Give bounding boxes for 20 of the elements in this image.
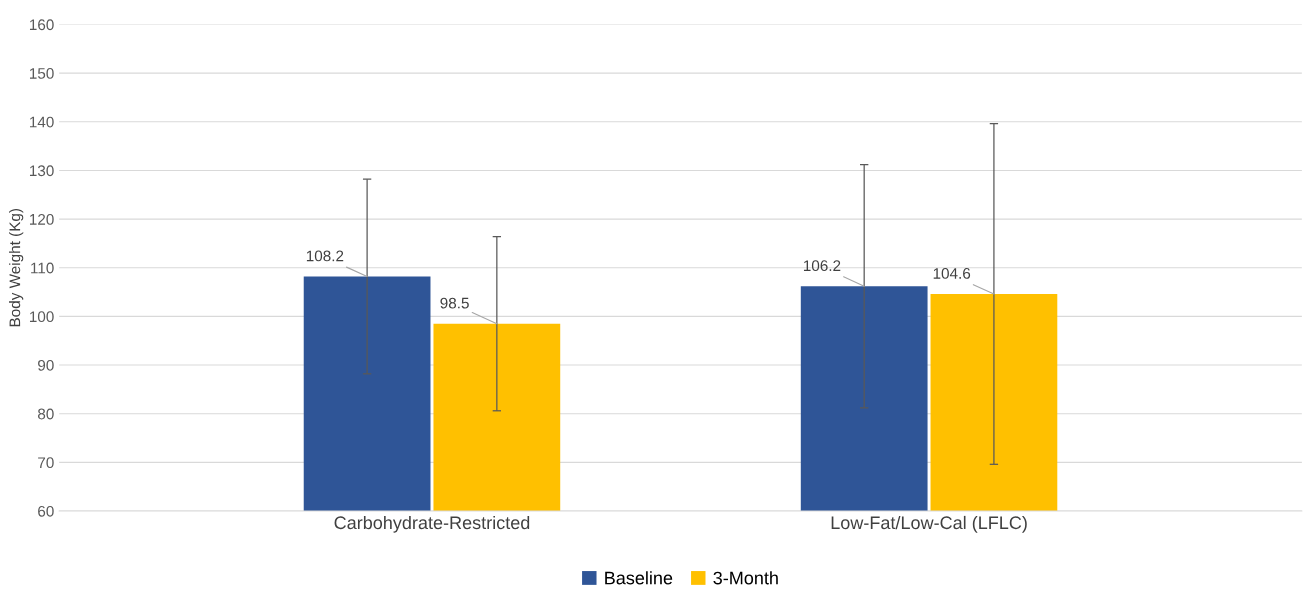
y-tick-label: 150	[29, 68, 54, 79]
y-tick-label: 90	[38, 359, 54, 371]
data-label: 106.2	[803, 260, 841, 272]
y-tick-label: 130	[29, 165, 54, 177]
y-tick-label: 80	[37, 408, 54, 420]
y-tick-label: 60	[38, 505, 54, 517]
data-label: 104.6	[933, 268, 971, 279]
y-tick-label: 110	[31, 262, 54, 274]
x-tick-label: Carbohydrate-Restricted	[334, 515, 530, 533]
legend-label: 3-Month	[713, 571, 778, 585]
y-tick-label: 160	[29, 19, 54, 31]
y-tick-label: 70	[38, 457, 54, 469]
y-tick-label: 100	[29, 311, 54, 323]
y-axis-title: Body Weight (Kg)	[9, 208, 24, 327]
data-label: 98.5	[440, 297, 469, 309]
y-tick-label: 120	[29, 213, 54, 225]
data-label: 108.2	[306, 250, 344, 262]
y-tick-label: 140	[29, 116, 54, 128]
x-tick-label: Low-Fat/Low-Cal (LFLC)	[831, 515, 1027, 533]
legend-label: Baseline	[605, 571, 673, 585]
